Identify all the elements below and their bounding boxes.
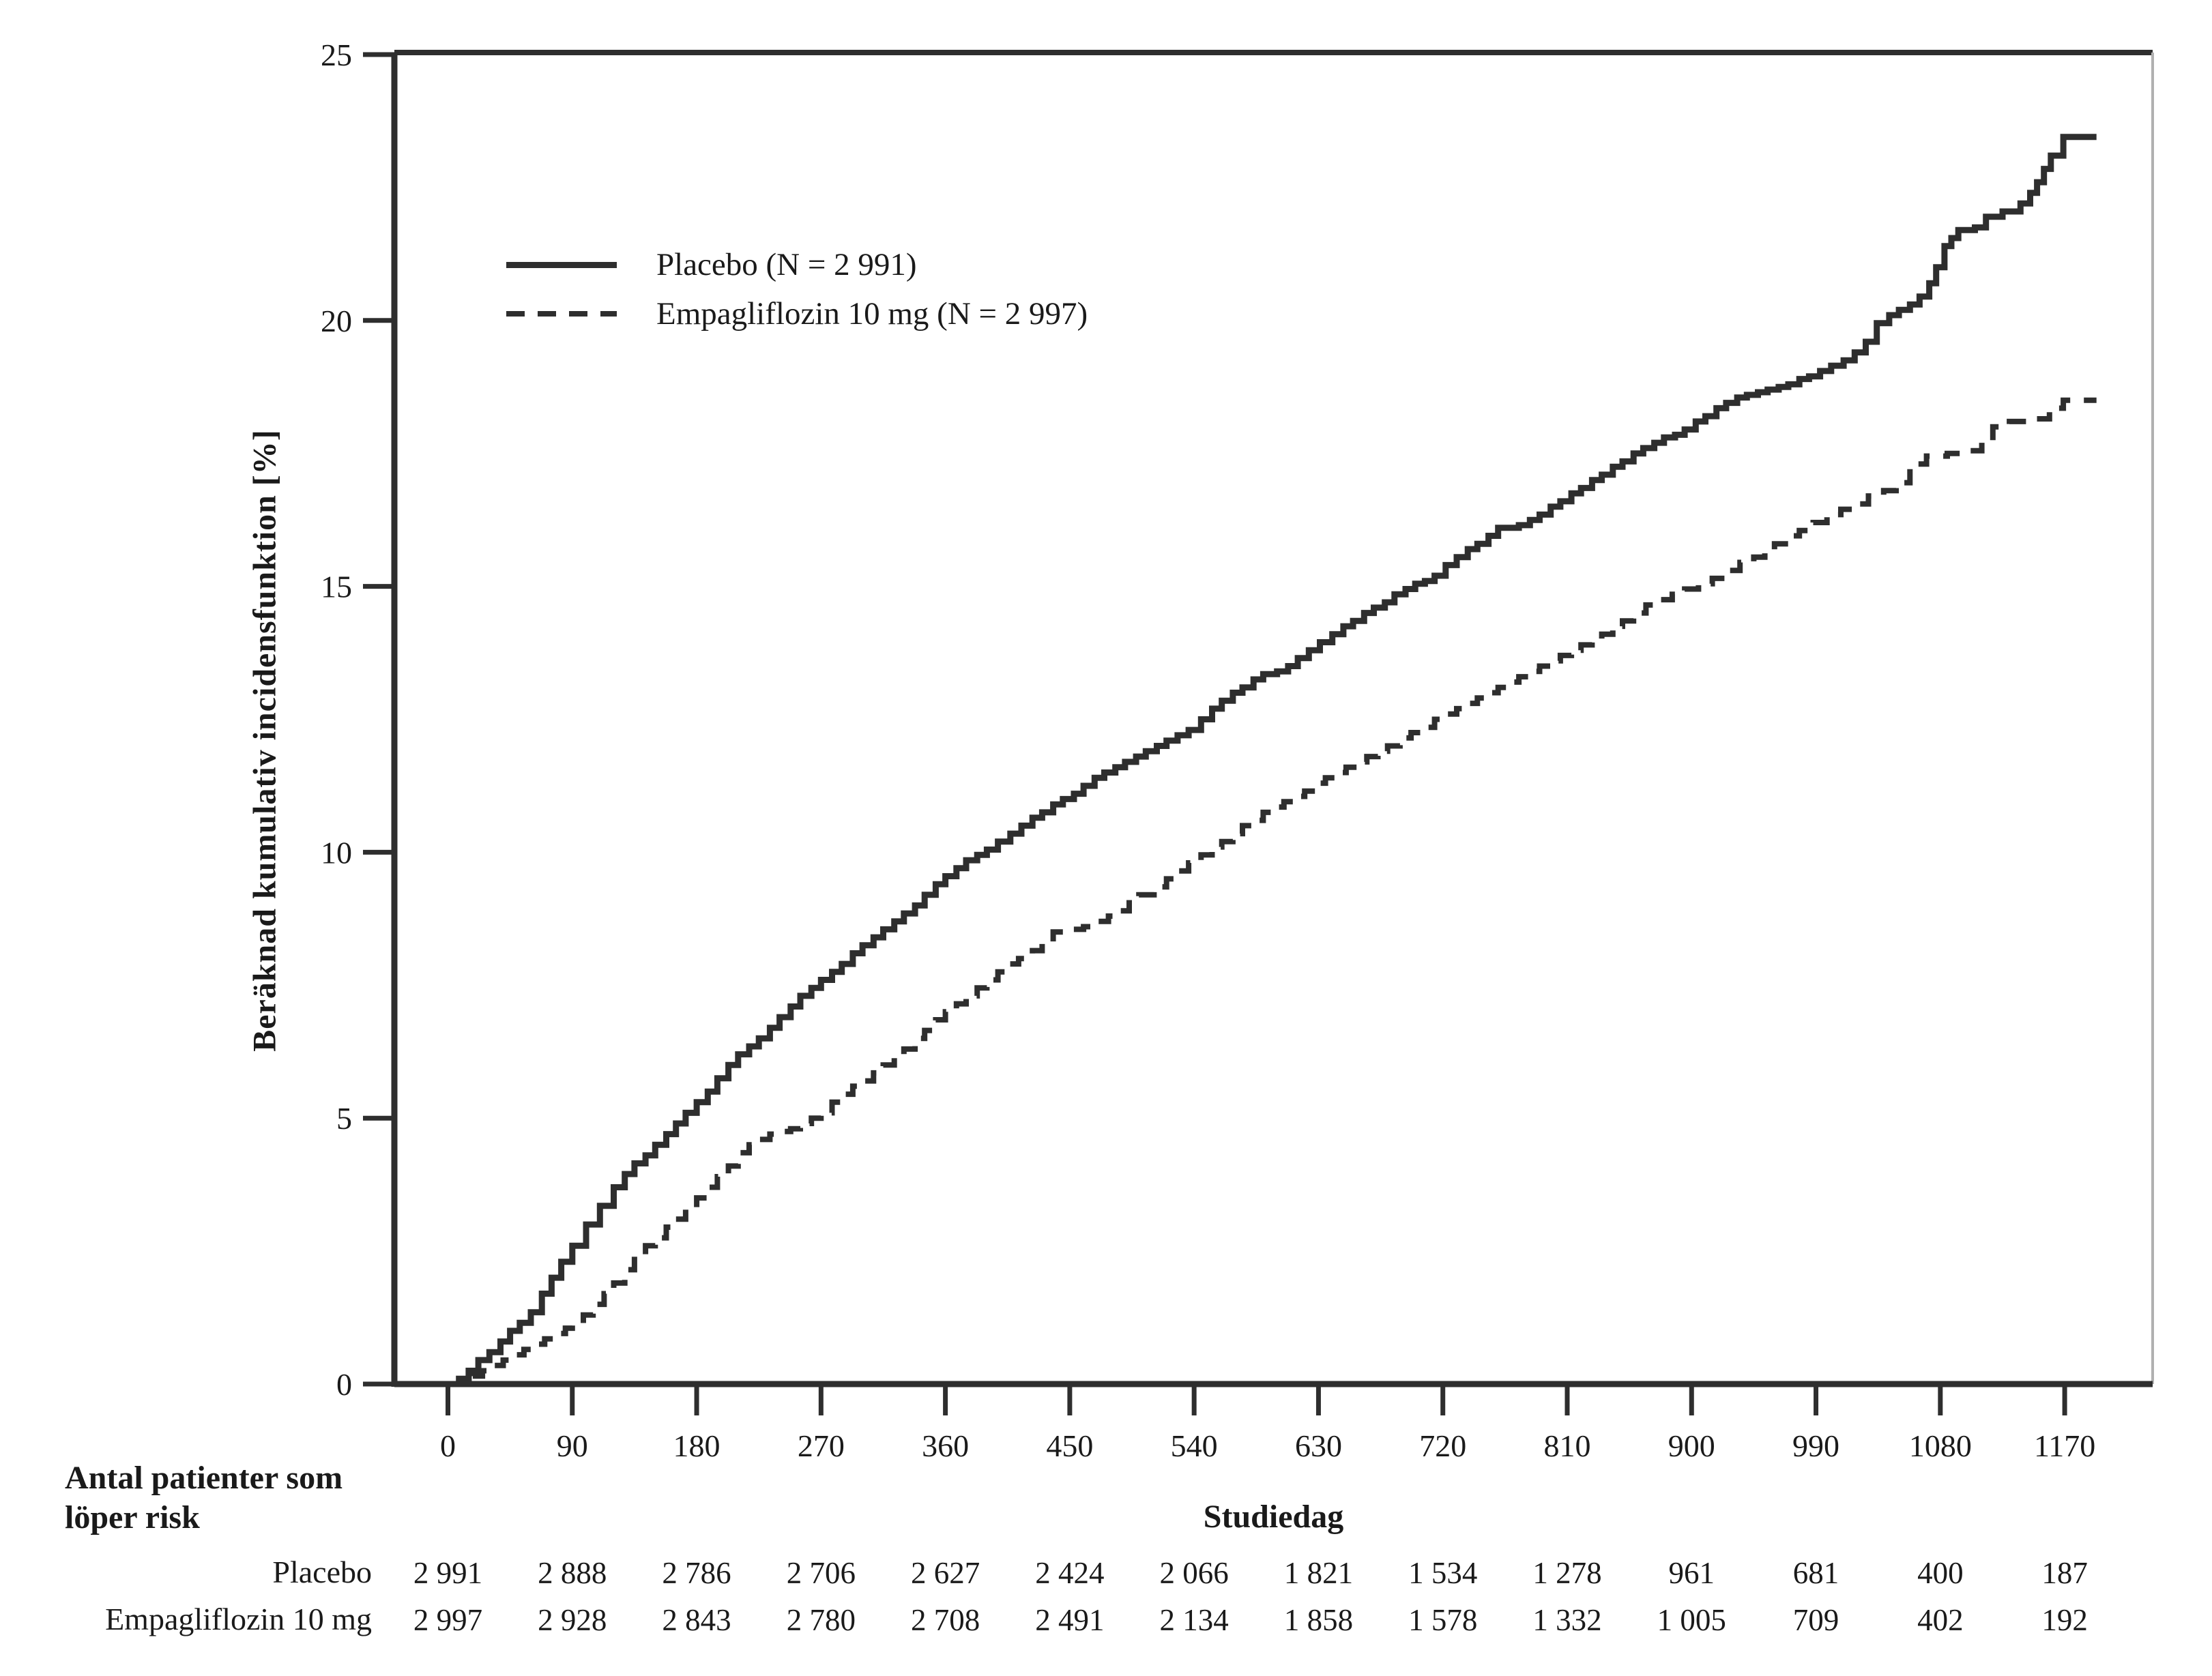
at-risk-value-placebo-day-540: 2 066 [1159, 1556, 1229, 1590]
at-risk-value-empagliflozin-day-1080: 402 [1917, 1603, 1964, 1637]
x-tick-label-540: 540 [1171, 1428, 1218, 1463]
legend-label-placebo: Placebo (N = 2 991) [656, 247, 917, 282]
x-tick-label-180: 180 [673, 1428, 721, 1463]
legend-entry-empagliflozin: Empagliflozin 10 mg (N = 2 997) [506, 289, 1088, 338]
x-tick-label-0: 0 [440, 1428, 456, 1463]
at-risk-value-empagliflozin-day-810: 1 332 [1532, 1603, 1602, 1637]
x-tick-label-810: 810 [1543, 1428, 1590, 1463]
at-risk-value-empagliflozin-day-180: 2 843 [662, 1603, 731, 1637]
y-tick-label-15: 15 [321, 570, 352, 604]
at-risk-value-empagliflozin-day-720: 1 578 [1408, 1603, 1478, 1637]
at-risk-table-header: Antal patienter som löper risk [65, 1458, 343, 1538]
x-tick-label-630: 630 [1295, 1428, 1342, 1463]
y-tick-label-20: 20 [321, 304, 352, 338]
x-tick-label-270: 270 [798, 1428, 845, 1463]
x-tick-label-720: 720 [1419, 1428, 1466, 1463]
at-risk-value-placebo-day-630: 1 821 [1283, 1556, 1354, 1590]
at-risk-value-empagliflozin-day-990: 709 [1792, 1603, 1839, 1637]
at-risk-row-label-placebo: Placebo [272, 1555, 372, 1589]
legend-label-empagliflozin: Empagliflozin 10 mg (N = 2 997) [656, 296, 1088, 332]
x-axis-title: Studiedag [1203, 1499, 1344, 1535]
x-tick-label-360: 360 [922, 1428, 969, 1463]
at-risk-value-placebo-day-90: 2 888 [538, 1556, 607, 1590]
y-tick-label-0: 0 [336, 1367, 352, 1402]
at-risk-header-line2: löper risk [65, 1499, 200, 1535]
at-risk-value-empagliflozin-day-0: 2 997 [413, 1603, 483, 1637]
series-line-placebo [448, 134, 2097, 1387]
y-tick-label-5: 5 [336, 1101, 352, 1136]
y-tick-label-10: 10 [321, 835, 352, 870]
legend: Placebo (N = 2 991) Empagliflozin 10 mg … [506, 240, 1088, 338]
at-risk-value-placebo-day-1080: 400 [1917, 1556, 1964, 1590]
at-risk-value-empagliflozin-day-90: 2 928 [538, 1603, 607, 1637]
legend-entry-placebo: Placebo (N = 2 991) [506, 240, 1088, 289]
at-risk-value-placebo-day-990: 681 [1792, 1556, 1839, 1590]
at-risk-value-placebo-day-450: 2 424 [1035, 1556, 1105, 1590]
legend-solid-line-swatch [506, 261, 617, 268]
legend-dashed-line-swatch [506, 311, 617, 317]
at-risk-value-placebo-day-720: 1 534 [1408, 1556, 1478, 1590]
at-risk-value-empagliflozin-day-360: 2 708 [910, 1603, 980, 1637]
at-risk-value-placebo-day-270: 2 706 [786, 1556, 856, 1590]
at-risk-value-empagliflozin-day-900: 1 005 [1657, 1603, 1726, 1637]
x-tick-label-990: 990 [1792, 1428, 1839, 1463]
at-risk-value-placebo-day-360: 2 627 [910, 1556, 980, 1590]
y-tick-label-25: 25 [321, 38, 352, 72]
at-risk-value-empagliflozin-day-540: 2 134 [1159, 1603, 1229, 1637]
x-tick-label-1170: 1170 [2034, 1428, 2095, 1463]
at-risk-value-placebo-day-180: 2 786 [662, 1556, 731, 1590]
at-risk-value-placebo-day-0: 2 991 [413, 1556, 483, 1590]
y-axis-title: Beräknad kumulativ incidensfunktion [%] [246, 429, 283, 1052]
at-risk-value-empagliflozin-day-630: 1 858 [1283, 1603, 1354, 1637]
at-risk-header-line1: Antal patienter som [65, 1460, 343, 1496]
at-risk-row-label-empagliflozin: Empagliflozin 10 mg [105, 1602, 372, 1636]
at-risk-value-placebo-day-1170: 187 [2041, 1556, 2088, 1590]
at-risk-value-empagliflozin-day-1170: 192 [2041, 1603, 2088, 1637]
x-tick-label-450: 450 [1046, 1428, 1093, 1463]
at-risk-value-placebo-day-900: 961 [1668, 1556, 1715, 1590]
x-tick-label-90: 90 [557, 1428, 588, 1463]
at-risk-value-placebo-day-810: 1 278 [1532, 1556, 1602, 1590]
at-risk-value-empagliflozin-day-450: 2 491 [1035, 1603, 1105, 1637]
series-line-empagliflozin [448, 397, 2097, 1387]
x-tick-label-1080: 1080 [1909, 1428, 1972, 1463]
x-tick-label-900: 900 [1668, 1428, 1715, 1463]
at-risk-value-empagliflozin-day-270: 2 780 [786, 1603, 856, 1637]
